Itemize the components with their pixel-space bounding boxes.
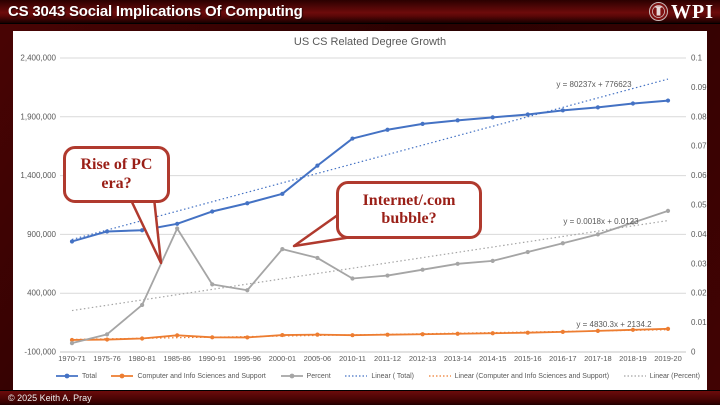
footer-bar: © 2025 Keith A. Pray xyxy=(0,390,720,405)
legend-item: Total xyxy=(55,372,97,380)
legend-dotted-line-swatch xyxy=(428,375,451,377)
callout-text-line: Internet/.com xyxy=(362,191,456,209)
callout-internet-bubble: Internet/.com bubble? xyxy=(336,181,482,239)
legend-label: Percent xyxy=(306,372,331,380)
legend-item: Linear (Percent) xyxy=(623,372,700,380)
legend-line-marker-swatch xyxy=(280,373,303,379)
callout-rise-of-pc: Rise of PC era? xyxy=(63,146,170,203)
legend-label: Computer and Info Sciences and Support xyxy=(137,372,266,380)
wpi-logo-text: WPI xyxy=(671,0,714,23)
legend-item: Computer and Info Sciences and Support xyxy=(110,372,266,380)
callout-text-line: bubble? xyxy=(381,210,437,227)
legend-dotted-line-swatch xyxy=(345,375,368,377)
legend-line-marker-swatch xyxy=(111,373,134,379)
legend-item: Linear (Computer and Info Sciences and S… xyxy=(428,372,609,380)
wpi-seal-icon xyxy=(649,2,668,21)
legend-label: Linear (Computer and Info Sciences and S… xyxy=(454,372,610,380)
course-title: CS 3043 Social Implications Of Computing xyxy=(8,3,303,20)
legend-dotted-line-swatch xyxy=(623,375,646,377)
legend-label: Total xyxy=(82,372,97,380)
legend-line-marker-swatch xyxy=(56,373,78,379)
legend-label: Linear ( Total) xyxy=(371,372,414,380)
chart-legend: Total Computer and Info Sciences and Supp… xyxy=(55,369,700,383)
copyright-text: © 2025 Keith A. Pray xyxy=(8,393,92,403)
legend-item: Percent xyxy=(280,372,331,380)
wpi-logo: WPI xyxy=(649,2,714,22)
callout-text-line: Rise of PC xyxy=(80,156,153,174)
callout-text-line: era? xyxy=(101,174,132,192)
legend-item: Linear ( Total) xyxy=(344,372,414,380)
header-bar: CS 3043 Social Implications Of Computing… xyxy=(0,0,720,24)
legend-label: Linear (Percent) xyxy=(649,372,700,380)
